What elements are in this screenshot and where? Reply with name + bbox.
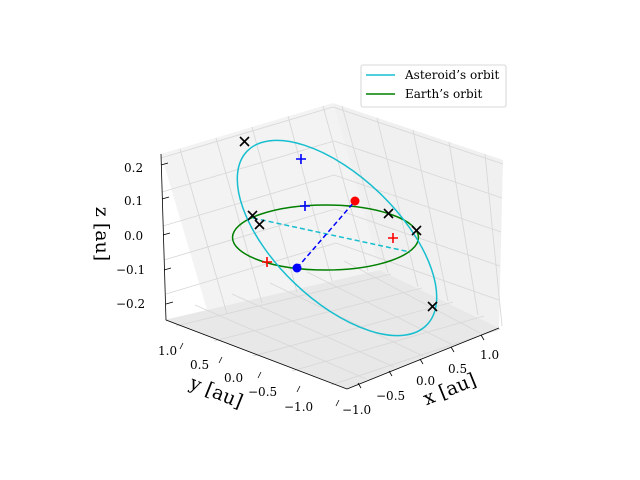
- plus-markers: [262, 154, 398, 267]
- x-tick-label: −1.0: [342, 403, 371, 417]
- grid-lines: [160, 105, 504, 386]
- y-tick-label: 0.5: [190, 358, 209, 372]
- y-tick-label: 0.0: [224, 371, 243, 385]
- y-tick-label: −0.5: [248, 385, 277, 399]
- z-tick-label: 0.1: [124, 194, 143, 208]
- red-dot-marker: [350, 196, 360, 206]
- axis-lines: [160, 153, 500, 390]
- black-x-marker: [411, 225, 422, 236]
- z-axis-label: z [au]: [91, 207, 113, 261]
- legend-box: [360, 64, 507, 108]
- z-tick-label: −0.2: [116, 297, 145, 311]
- blue-plus-marker: [296, 154, 306, 164]
- z-tick-label: −0.1: [116, 263, 145, 277]
- node-line-dashed: [296, 200, 356, 269]
- z-tick-label: 0.2: [124, 161, 143, 175]
- black-x-marker: [254, 219, 265, 230]
- asteroid-orbit-line: [236, 139, 438, 337]
- blue-plus-marker: [300, 201, 310, 211]
- black-x-marker: [383, 208, 394, 219]
- black-x-marker: [247, 210, 258, 221]
- earth-orbit-line: [231, 204, 420, 271]
- legend: Asteroid’s orbit Earth’s orbit: [360, 64, 507, 108]
- black-x-markers: [239, 136, 438, 312]
- x-tick-label: 1.0: [480, 348, 499, 362]
- black-x-marker: [239, 136, 250, 147]
- red-plus-marker: [388, 233, 398, 243]
- x-tick-label: −0.5: [376, 389, 405, 403]
- z-tick-label: 0.0: [124, 229, 143, 243]
- black-x-marker: [427, 301, 438, 312]
- legend-label-asteroid: Asteroid’s orbit: [404, 68, 499, 82]
- y-tick-label: 1.0: [158, 344, 177, 358]
- red-plus-marker: [262, 257, 272, 267]
- pane-back-right: [333, 103, 503, 328]
- y-tick-label: −1.0: [284, 400, 313, 414]
- tick-marks: [160, 162, 485, 407]
- blue-dot-marker: [292, 263, 302, 273]
- x-tick-label: 0.0: [416, 374, 435, 388]
- x-tick-label: 0.5: [448, 362, 467, 376]
- pane-floor: [164, 270, 499, 389]
- legend-label-earth: Earth’s orbit: [405, 87, 482, 101]
- asteroid-apsides-dashed-line: [252, 217, 411, 253]
